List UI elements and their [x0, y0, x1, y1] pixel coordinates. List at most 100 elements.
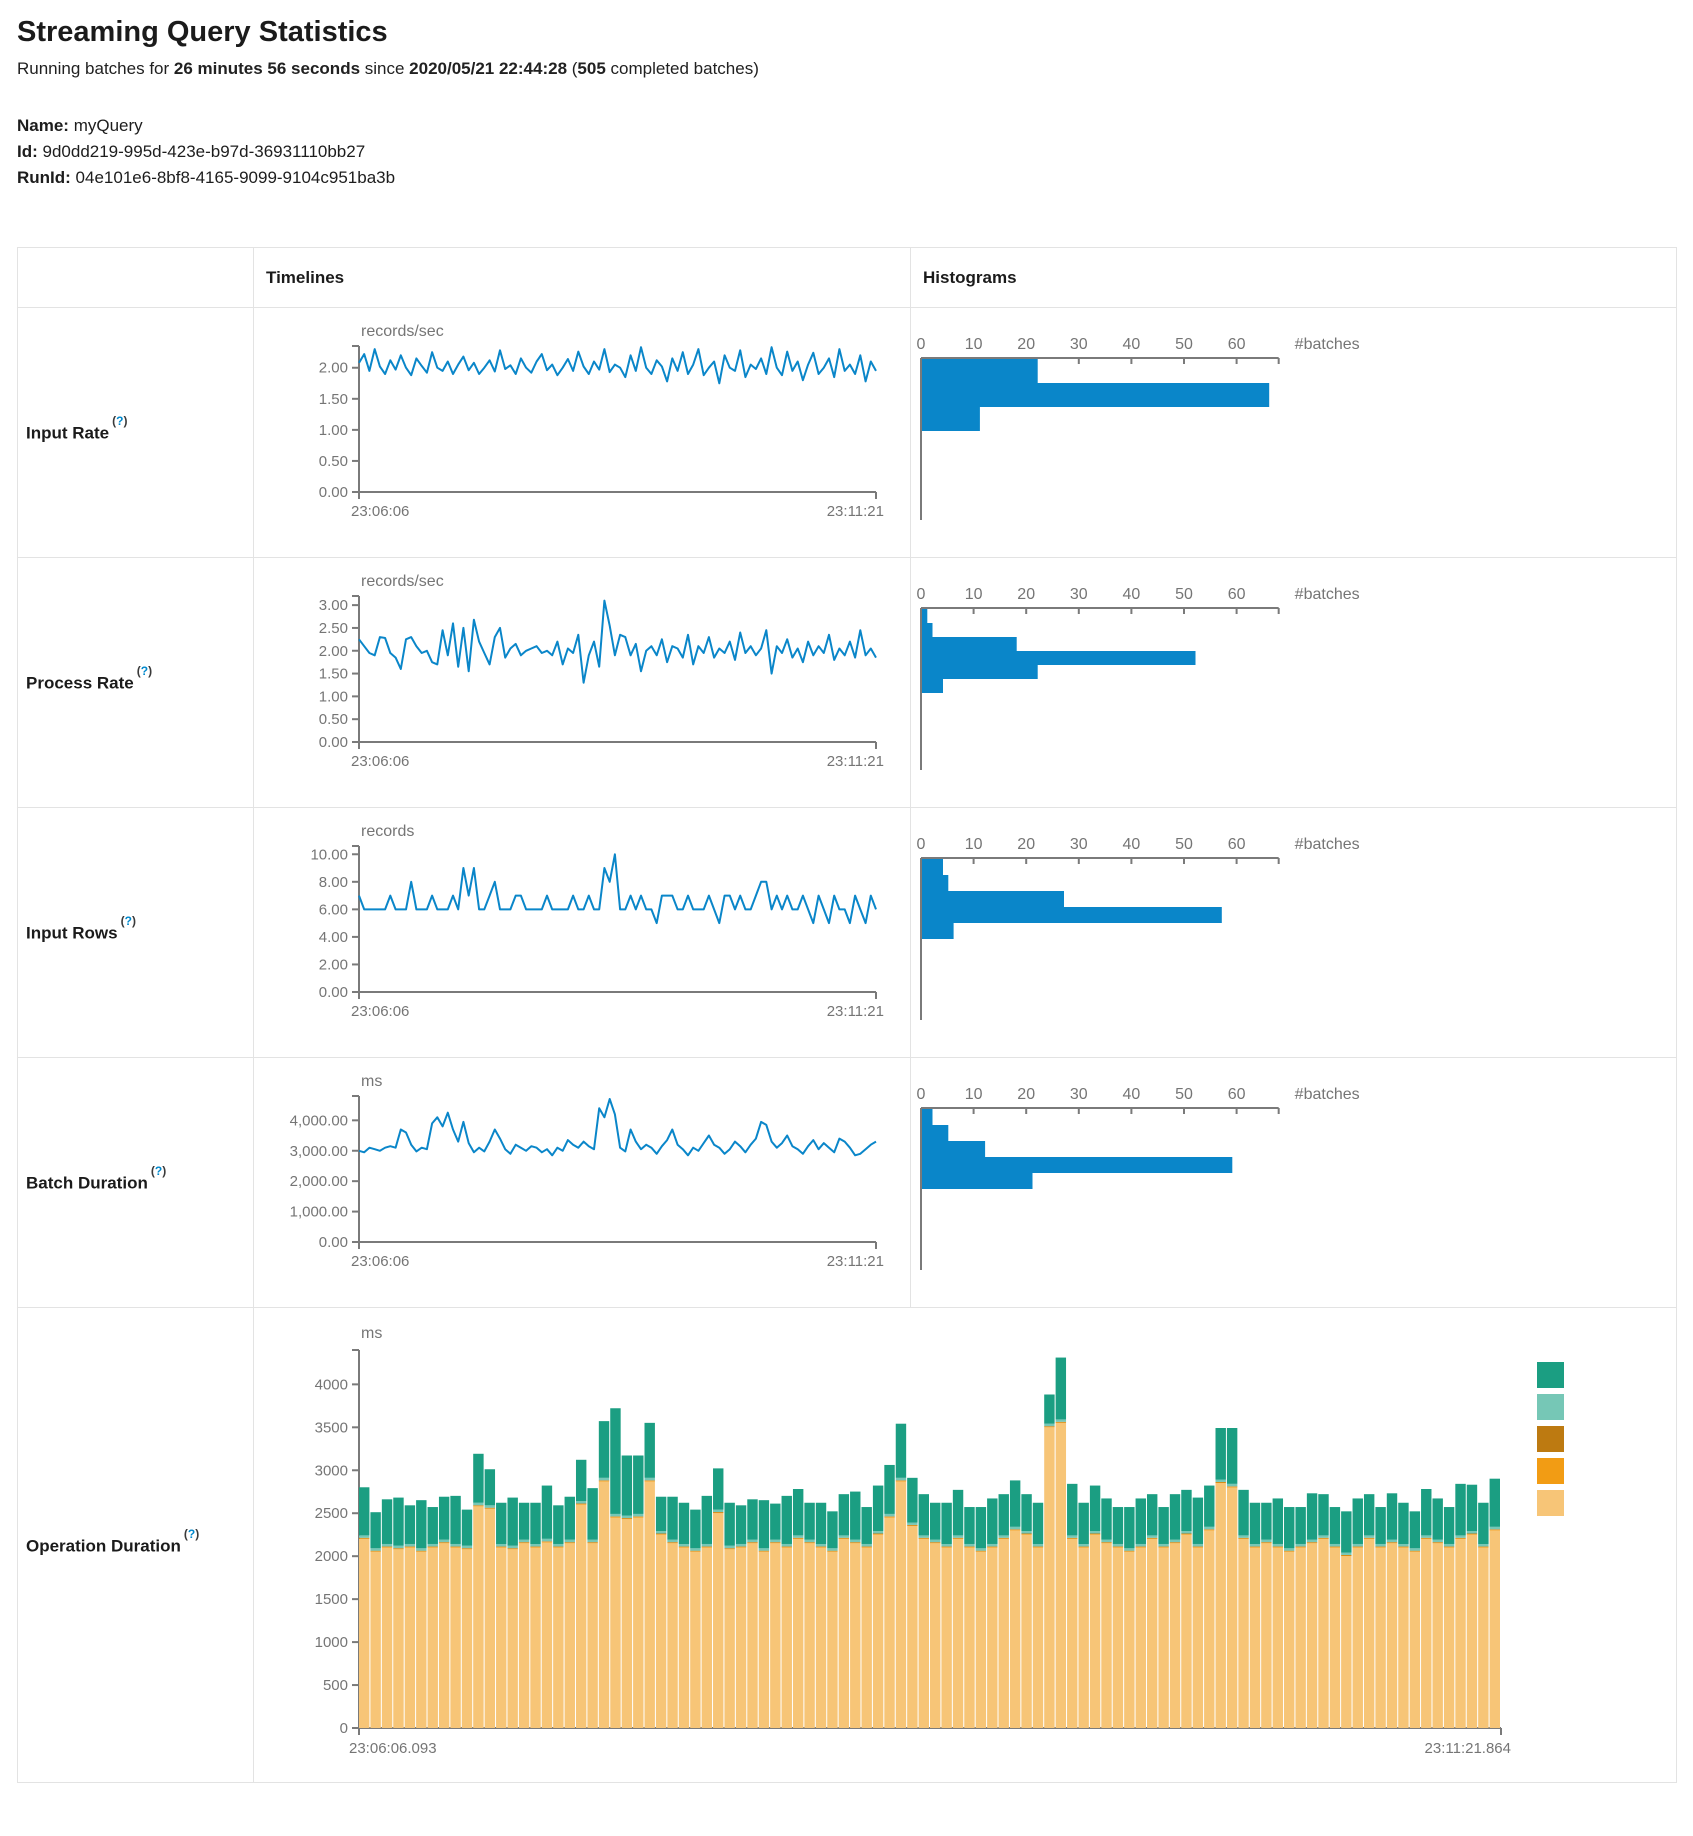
svg-text:ms: ms — [361, 1325, 382, 1342]
svg-text:2000: 2000 — [315, 1548, 348, 1565]
streaming-query-statistics-page: Streaming Query Statistics Running batch… — [0, 16, 1693, 1783]
svg-text:23:11:21: 23:11:21 — [827, 1003, 884, 1020]
input-rows-timeline-chart: records 0.00 2.00 4.00 6.00 8.00 10.00 23:06:06… — [254, 820, 910, 1048]
svg-text:records/sec: records/sec — [361, 323, 444, 340]
svg-text:30: 30 — [1070, 1086, 1088, 1103]
query-runid-row: RunId: 04e101e6-8bf8-4165-9099-9104c951b… — [17, 165, 1676, 191]
svg-text:1.00: 1.00 — [319, 422, 348, 439]
svg-text:10: 10 — [965, 836, 983, 853]
batch-duration-help-icon[interactable]: (?) — [150, 1164, 167, 1179]
svg-text:0: 0 — [917, 1086, 926, 1103]
completed-batches-suffix: completed batches) — [605, 59, 759, 78]
svg-text:1.50: 1.50 — [319, 391, 348, 408]
page-title: Streaming Query Statistics — [17, 16, 388, 48]
svg-text:#batches: #batches — [1295, 336, 1360, 353]
svg-text:60: 60 — [1228, 586, 1246, 603]
svg-text:500: 500 — [323, 1677, 348, 1694]
svg-text:2.50: 2.50 — [319, 620, 348, 637]
process-rate-help-icon[interactable]: (?) — [136, 664, 153, 679]
svg-text:records/sec: records/sec — [361, 573, 444, 590]
svg-text:0.50: 0.50 — [319, 711, 348, 728]
process-rate-label-cell: Process Rate(?) — [17, 557, 254, 808]
svg-text:3.00: 3.00 — [319, 597, 348, 614]
input-rows-histogram-chart: 0 10 20 30 40 50 60 #batches — [911, 820, 1676, 1048]
svg-text:1.00: 1.00 — [319, 688, 348, 705]
runid-value: 04e101e6-8bf8-4165-9099-9104c951ba3b — [70, 168, 396, 187]
svg-text:23:06:06: 23:06:06 — [351, 1003, 409, 1020]
query-name-row: Name: myQuery — [17, 113, 1676, 139]
input-rate-row: Input Rate(?) records/sec 0.00 0.50 1.00 1.5… — [17, 307, 1677, 558]
svg-text:23:06:06: 23:06:06 — [351, 1253, 409, 1270]
svg-text:20: 20 — [1017, 336, 1035, 353]
query-meta: Name: myQuery Id: 9d0dd219-995d-423e-b97… — [17, 113, 1676, 191]
svg-text:23:06:06.093: 23:06:06.093 — [349, 1740, 437, 1757]
completed-batches-count: 505 — [577, 59, 606, 78]
svg-text:0: 0 — [340, 1720, 348, 1737]
svg-text:0: 0 — [917, 586, 926, 603]
svg-text:10: 10 — [965, 1086, 983, 1103]
operation-duration-row: Operation Duration(?) ms 0 500 1000 1500 2000… — [17, 1307, 1677, 1783]
svg-text:0: 0 — [917, 836, 926, 853]
svg-text:60: 60 — [1228, 1086, 1246, 1103]
svg-text:10: 10 — [965, 586, 983, 603]
svg-text:23:06:06: 23:06:06 — [351, 753, 409, 770]
svg-text:0.00: 0.00 — [319, 984, 348, 1001]
input-rows-row: Input Rows(?) records 0.00 2.00 4.00 6.00 8.0… — [17, 807, 1677, 1058]
svg-text:40: 40 — [1123, 336, 1141, 353]
batch-duration-histogram-chart: 0 10 20 30 40 50 60 #batches — [911, 1070, 1676, 1298]
svg-text:2,000.00: 2,000.00 — [290, 1173, 348, 1190]
svg-text:23:11:21.864: 23:11:21.864 — [1425, 1740, 1511, 1757]
process-rate-label: Process Rate — [26, 673, 134, 693]
input-rows-label: Input Rows — [26, 923, 118, 943]
runid-label: RunId: — [17, 168, 71, 187]
svg-text:50: 50 — [1175, 336, 1193, 353]
batch-duration-label-cell: Batch Duration(?) — [17, 1057, 254, 1308]
svg-text:23:11:21: 23:11:21 — [827, 503, 884, 520]
svg-text:ms: ms — [361, 1073, 382, 1090]
svg-text:1,000.00: 1,000.00 — [290, 1204, 348, 1221]
statistics-table: Timelines Histograms Input Rate(?) recor… — [17, 247, 1677, 1783]
svg-text:0.00: 0.00 — [319, 1234, 348, 1251]
svg-text:20: 20 — [1017, 586, 1035, 603]
svg-text:60: 60 — [1228, 836, 1246, 853]
svg-text:3000: 3000 — [315, 1462, 348, 1479]
svg-text:2.00: 2.00 — [319, 956, 348, 973]
paren-open: ( — [567, 59, 578, 78]
input-rate-timeline-chart: records/sec 0.00 0.50 1.00 1.50 2.00 23:06:06 2… — [254, 320, 910, 548]
svg-text:#batches: #batches — [1295, 836, 1360, 853]
svg-text:40: 40 — [1123, 1086, 1141, 1103]
svg-text:records: records — [361, 823, 414, 840]
timelines-header: Timelines — [253, 247, 911, 308]
svg-text:0: 0 — [917, 336, 926, 353]
operation-duration-help-icon[interactable]: (?) — [183, 1526, 200, 1541]
svg-text:0.00: 0.00 — [319, 734, 348, 751]
input-rows-label-cell: Input Rows(?) — [17, 807, 254, 1058]
svg-text:2500: 2500 — [315, 1505, 348, 1522]
process-rate-histogram-chart: 0 10 20 30 40 50 60 #batches — [911, 570, 1676, 798]
svg-text:20: 20 — [1017, 836, 1035, 853]
batch-duration-row: Batch Duration(?) ms 0.00 1,000.00 2,000.00… — [17, 1057, 1677, 1308]
svg-text:60: 60 — [1228, 336, 1246, 353]
input-rate-help-icon[interactable]: (?) — [112, 414, 128, 429]
process-rate-row: Process Rate(?) records/sec 0.00 0.50 1.00 1… — [17, 557, 1677, 808]
svg-text:30: 30 — [1070, 336, 1088, 353]
svg-text:1000: 1000 — [315, 1634, 348, 1651]
svg-text:8.00: 8.00 — [319, 874, 348, 891]
batch-duration-label: Batch Duration — [26, 1173, 148, 1193]
svg-text:20: 20 — [1017, 1086, 1035, 1103]
svg-text:3500: 3500 — [315, 1419, 348, 1436]
name-value: myQuery — [68, 116, 143, 135]
svg-text:0.00: 0.00 — [319, 484, 348, 501]
running-mid: since — [360, 59, 410, 78]
svg-text:50: 50 — [1175, 1086, 1193, 1103]
input-rate-label-cell: Input Rate(?) — [17, 307, 254, 558]
svg-text:50: 50 — [1175, 836, 1193, 853]
svg-text:1500: 1500 — [315, 1591, 348, 1608]
input-rows-help-icon[interactable]: (?) — [120, 914, 136, 929]
batch-duration-timeline-chart: ms 0.00 1,000.00 2,000.00 3,000.00 4,000.00 23… — [254, 1070, 910, 1298]
operation-duration-label: Operation Duration — [26, 1536, 181, 1556]
input-rate-label: Input Rate — [26, 423, 110, 443]
running-batches-summary: Running batches for 26 minutes 56 second… — [17, 59, 1676, 79]
id-label: Id: — [17, 142, 38, 161]
svg-text:10: 10 — [965, 336, 983, 353]
